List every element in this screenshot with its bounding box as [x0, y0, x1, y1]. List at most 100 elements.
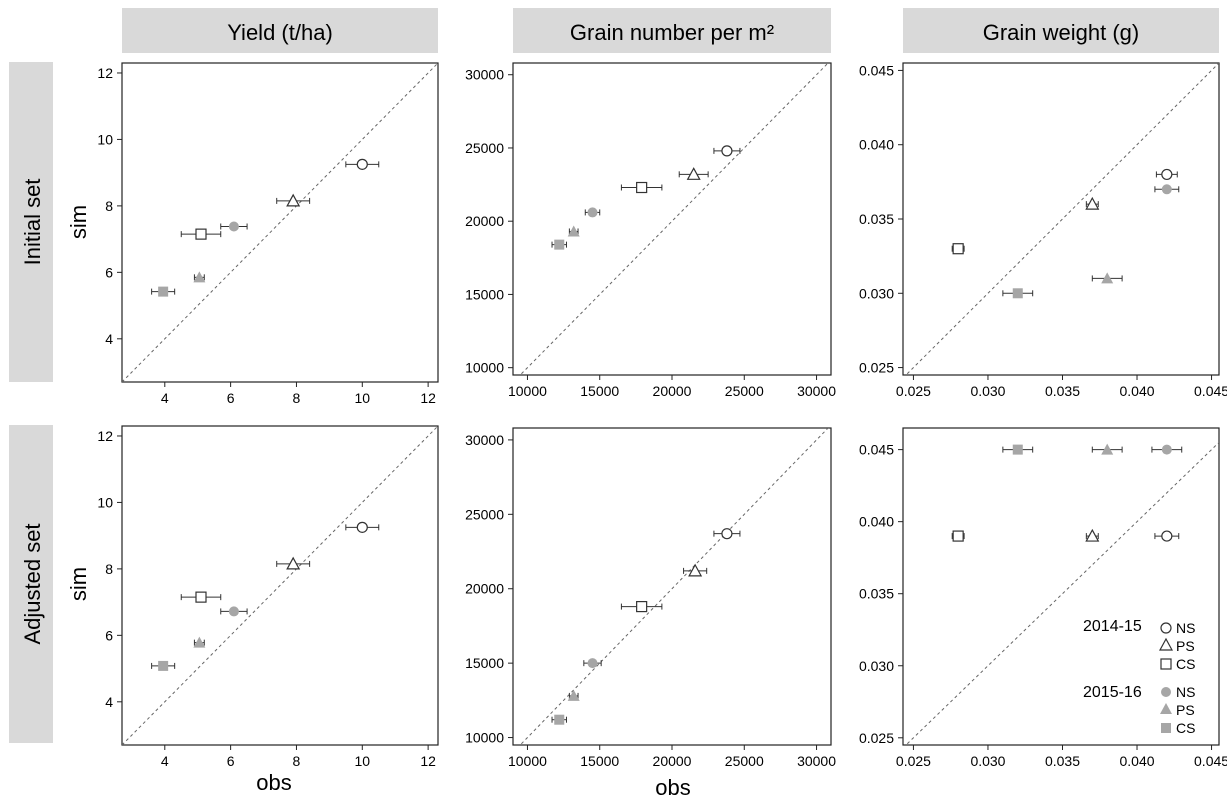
data-point-2014-15-NS [721, 145, 733, 157]
x-tick-label: 0.045 [1194, 753, 1227, 769]
data-point-2014-15-PS [688, 563, 703, 577]
data-point-2014-15-PS [1085, 528, 1100, 542]
data-point-2015-16-CS [554, 239, 565, 250]
y-tick-label: 4 [105, 694, 113, 710]
x-tick-label: 0.030 [970, 753, 1005, 769]
y-tick-label: 15000 [465, 655, 504, 671]
legend-marker-filled-square [1161, 723, 1171, 733]
x-tick-label: 0.045 [1194, 383, 1227, 399]
row-header-initial: Initial set [20, 179, 45, 266]
x-tick-label: 12 [420, 753, 436, 769]
data-point-2014-15-CS [195, 228, 207, 240]
y-tick-label: 25000 [465, 506, 504, 522]
scatter-panel: 4 6 8 10 12 4 6 8 10 12 [97, 425, 439, 769]
y-axis-label: sim [66, 205, 91, 239]
x-tick-label: 0.035 [1045, 753, 1080, 769]
data-point-2015-16-PS [1101, 272, 1114, 284]
column-header-strip [903, 8, 1219, 53]
data-point-2014-15-PS [286, 193, 301, 207]
y-tick-label: 20000 [465, 581, 504, 597]
data-point-2015-16-NS [1161, 184, 1172, 195]
plot-frame [512, 62, 832, 376]
data-point-2014-15-CS [195, 591, 207, 603]
data-point-2015-16-NS [587, 658, 598, 669]
data-point-2015-16-PS [567, 225, 580, 237]
data-point-2015-16-NS [587, 207, 598, 218]
data-point-2015-16-NS [228, 606, 239, 617]
data-point-2015-16-PS [567, 689, 580, 701]
row-header-adjusted: Adjusted set [20, 523, 45, 644]
x-tick-label: 0.040 [1119, 753, 1154, 769]
y-tick-label: 12 [97, 428, 113, 444]
y-tick-label: 8 [105, 198, 113, 214]
one-to-one-line [519, 428, 829, 745]
legend-label: NS [1176, 620, 1195, 636]
data-point-2014-15-NS [356, 158, 368, 170]
x-tick-label: 10000 [508, 753, 547, 769]
plot-frame [121, 425, 439, 746]
legend: 2014-15 NS PS CS 2015-16 NS PS CS [1083, 618, 1195, 736]
y-tick-label: 20000 [465, 213, 504, 229]
one-to-one-line [905, 63, 1219, 375]
one-to-one-line [122, 426, 438, 745]
data-point-2014-15-PS [1085, 196, 1100, 210]
y-tick-label: 0.040 [859, 514, 894, 530]
one-to-one-line [122, 63, 438, 382]
data-point-2014-15-CS [636, 181, 648, 194]
x-tick-label: 0.025 [896, 753, 931, 769]
column-header-grain-weight: Grain weight (g) [983, 20, 1140, 45]
y-tick-label: 0.045 [859, 442, 894, 458]
scatter-panel: 4 6 8 10 12 4 6 8 10 12 [97, 62, 439, 406]
plot-frame [121, 62, 439, 383]
y-tick-label: 30000 [465, 432, 504, 448]
data-point-2014-15-PS [686, 167, 701, 180]
data-point-2014-15-PS [286, 556, 301, 570]
legend-marker-open-circle [1160, 622, 1172, 634]
data-point-2015-16-CS [554, 714, 565, 725]
y-tick-label: 25000 [465, 140, 504, 156]
y-tick-label: 0.040 [859, 137, 894, 153]
data-point-2014-15-CS [952, 243, 964, 255]
legend-label: NS [1176, 684, 1195, 700]
y-tick-label: 0.035 [859, 586, 894, 602]
y-tick-label: 15000 [465, 286, 504, 302]
one-to-one-line [519, 63, 829, 375]
column-header-grain-number: Grain number per m² [570, 20, 774, 45]
y-tick-label: 4 [105, 331, 113, 347]
legend-label: PS [1176, 702, 1195, 718]
y-tick-label: 10000 [465, 360, 504, 376]
row-header-strip [9, 425, 53, 743]
data-point-2015-16-CS [1012, 444, 1023, 455]
x-tick-label: 20000 [653, 753, 692, 769]
x-tick-label: 30000 [797, 383, 836, 399]
column-header-strip [122, 8, 438, 53]
y-tick-label: 0.030 [859, 658, 894, 674]
x-tick-label: 8 [293, 390, 301, 406]
data-point-2015-16-NS [1161, 444, 1172, 455]
legend-season: 2015-16 [1083, 684, 1142, 701]
y-tick-label: 10 [97, 131, 113, 147]
y-tick-label: 6 [105, 264, 113, 280]
x-tick-label: 10 [355, 753, 371, 769]
y-tick-label: 0.030 [859, 285, 894, 301]
data-point-2014-15-NS [1161, 530, 1173, 542]
column-header-yield: Yield (t/ha) [227, 20, 333, 45]
x-tick-label: 6 [227, 753, 235, 769]
x-tick-label: 8 [293, 753, 301, 769]
x-tick-label: 0.035 [1045, 383, 1080, 399]
data-point-2015-16-PS [193, 271, 206, 283]
data-point-2015-16-PS [193, 636, 206, 648]
scatter-panel: 10000 15000 20000 25000 30000 10000 15000 20000… [465, 62, 836, 399]
data-point-2014-15-NS [356, 521, 368, 533]
x-tick-label: 0.025 [896, 383, 931, 399]
data-point-2014-15-CS [952, 530, 964, 542]
y-tick-label: 8 [105, 561, 113, 577]
x-tick-label: 30000 [797, 753, 836, 769]
x-tick-label: 0.040 [1119, 383, 1154, 399]
x-axis-label: obs [655, 775, 690, 797]
y-tick-label: 10000 [465, 730, 504, 746]
scatter-panel: 10000 15000 20000 25000 30000 10000 15000 20000… [465, 427, 836, 769]
x-tick-label: 4 [161, 390, 169, 406]
plot-frame [512, 427, 832, 746]
